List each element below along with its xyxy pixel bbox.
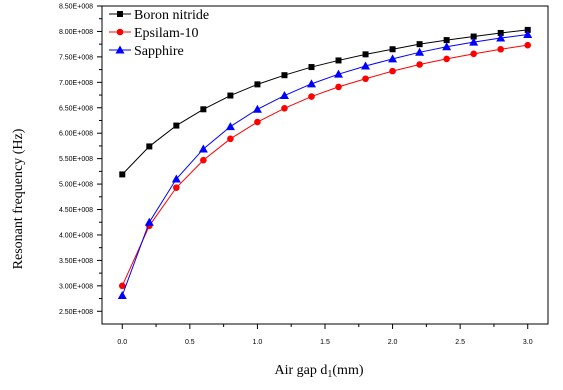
x-tick-label: 0.5 xyxy=(185,339,195,346)
data-point xyxy=(470,33,477,40)
data-point xyxy=(496,33,506,42)
series-line xyxy=(121,29,528,175)
y-tick-label: 4.00E+008 xyxy=(59,232,93,239)
series-line xyxy=(121,44,528,287)
data-point xyxy=(443,37,450,44)
data-point xyxy=(416,61,423,68)
data-point xyxy=(442,42,452,51)
legend-marker xyxy=(116,28,124,36)
x-axis-title: Air gap d1(mm) xyxy=(275,363,364,380)
y-axis-title: Resonant frequency (Hz) xyxy=(11,128,26,269)
y-tick-label: 8.50E+008 xyxy=(59,4,93,11)
data-point xyxy=(227,92,234,99)
legend-label: Sapphire xyxy=(134,44,184,59)
data-point xyxy=(200,156,207,164)
x-tick-label: 3.0 xyxy=(523,339,533,346)
data-point xyxy=(279,91,289,100)
y-tick-label: 7.00E+008 xyxy=(59,80,93,87)
data-point xyxy=(523,29,533,38)
data-point xyxy=(497,45,504,53)
data-point xyxy=(225,122,235,131)
legend-item: Boron nitride xyxy=(109,8,209,23)
data-point xyxy=(173,184,180,191)
data-point xyxy=(118,282,126,290)
x-axis-title-unit: (mm) xyxy=(332,363,363,378)
data-point xyxy=(281,72,288,79)
data-point xyxy=(524,41,532,49)
data-point xyxy=(252,104,262,113)
data-point xyxy=(144,217,154,226)
x-tick-label: 2.0 xyxy=(388,339,398,346)
data-point xyxy=(388,54,398,63)
data-point xyxy=(389,67,396,75)
data-point xyxy=(334,69,344,78)
data-point xyxy=(361,61,371,70)
x-tick-label: 1.5 xyxy=(320,339,330,346)
y-tick-label: 2.50E+008 xyxy=(59,309,93,316)
y-tick-label: 3.50E+008 xyxy=(59,258,93,265)
data-point xyxy=(254,81,261,88)
data-point xyxy=(117,291,127,300)
data-point xyxy=(227,135,234,143)
legend-label: Boron nitride xyxy=(134,8,209,23)
data-point xyxy=(470,50,477,58)
y-axis-ticks: 2.50E+008 3.00E+008 3.50E+008 4.00E+008 4.50… xyxy=(59,4,102,316)
data-point xyxy=(524,26,531,33)
data-point xyxy=(200,106,207,113)
data-point xyxy=(171,174,181,183)
data-point xyxy=(362,51,369,58)
data-point xyxy=(469,37,479,46)
x-axis-title-main: Air gap d xyxy=(275,363,328,378)
data-point xyxy=(173,122,180,129)
y-tick-label: 5.00E+008 xyxy=(59,182,93,189)
series-sapphire xyxy=(117,29,533,300)
data-point xyxy=(443,55,450,63)
data-point xyxy=(146,143,153,150)
y-tick-label: 6.00E+008 xyxy=(59,131,93,138)
y-tick-label: 4.50E+008 xyxy=(59,207,93,214)
x-tick-label: 2.5 xyxy=(455,339,465,346)
data-point xyxy=(308,93,315,100)
data-point xyxy=(362,75,369,83)
x-tick-label: 1.0 xyxy=(253,339,263,346)
legend-item: Epsilam-10 xyxy=(109,26,199,41)
y-tick-label: 3.00E+008 xyxy=(59,283,93,290)
y-tick-label: 6.50E+008 xyxy=(59,105,93,112)
data-point xyxy=(335,83,342,91)
y-tick-label: 5.50E+008 xyxy=(59,156,93,163)
data-point xyxy=(415,47,425,56)
data-point xyxy=(335,57,342,64)
data-point xyxy=(416,41,423,48)
x-tick-label: 0.0 xyxy=(117,339,127,346)
series-line xyxy=(121,33,528,296)
data-point xyxy=(306,79,316,88)
data-point xyxy=(119,171,126,178)
data-point xyxy=(308,64,315,71)
series-epsilam-10 xyxy=(118,41,532,290)
x-axis-ticks: 0.0 0.5 1.0 1.5 2.0 2.5 3.0 xyxy=(117,324,533,346)
legend-label: Epsilam-10 xyxy=(134,26,199,41)
y-tick-label: 8.00E+008 xyxy=(59,29,93,36)
legend-marker xyxy=(115,45,125,54)
data-point xyxy=(389,46,396,53)
data-point xyxy=(281,104,288,112)
data-point xyxy=(198,144,208,153)
series-boron-nitride xyxy=(119,26,531,178)
series-layer xyxy=(117,26,533,300)
legend-item: Sapphire xyxy=(109,44,184,59)
data-point xyxy=(254,118,261,126)
x-axis-title-subscript: 1 xyxy=(327,369,332,380)
data-point xyxy=(497,29,504,36)
y-tick-label: 7.50E+008 xyxy=(59,54,93,61)
legend: Boron nitride Epsilam-10 Sapphire xyxy=(109,8,209,59)
legend-marker xyxy=(117,11,123,17)
